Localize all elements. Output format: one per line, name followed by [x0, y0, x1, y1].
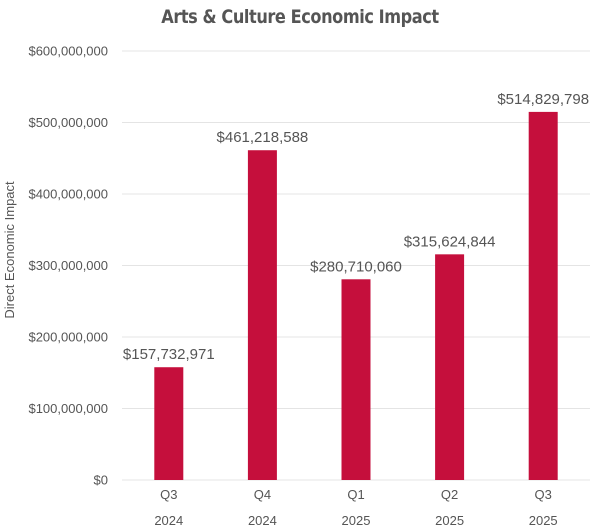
y-tick-label: $600,000,000 [28, 44, 108, 59]
data-label: $461,218,588 [217, 129, 309, 146]
x-tick-quarter: Q1 [347, 487, 364, 502]
x-tick-year: 2025 [529, 513, 558, 528]
y-tick-label: $0 [94, 473, 108, 488]
data-label: $514,829,798 [497, 91, 589, 108]
bar [341, 279, 371, 480]
x-tick-quarter: Q4 [254, 487, 271, 502]
bar [154, 367, 184, 480]
y-tick-label: $200,000,000 [28, 330, 108, 345]
x-tick-year: 2024 [248, 513, 277, 528]
data-label: $280,710,060 [310, 258, 402, 275]
data-label: $157,732,971 [123, 346, 215, 363]
x-tick-quarter: Q3 [535, 487, 552, 502]
bar [435, 254, 465, 480]
y-axis-label: Direct Economic Impact [2, 181, 17, 319]
x-tick-quarter: Q3 [160, 487, 177, 502]
x-tick-year: 2024 [154, 513, 183, 528]
chart-title: Arts & Culture Economic Impact [161, 6, 439, 28]
y-tick-label: $400,000,000 [28, 187, 108, 202]
x-tick-quarter: Q2 [441, 487, 458, 502]
x-tick-year: 2025 [435, 513, 464, 528]
bar [528, 111, 558, 480]
data-label: $315,624,844 [404, 233, 496, 250]
bar [247, 150, 277, 481]
x-tick-year: 2025 [342, 513, 371, 528]
y-tick-label: $100,000,000 [28, 401, 108, 416]
y-tick-label: $300,000,000 [28, 258, 108, 273]
y-tick-label: $500,000,000 [28, 115, 108, 130]
